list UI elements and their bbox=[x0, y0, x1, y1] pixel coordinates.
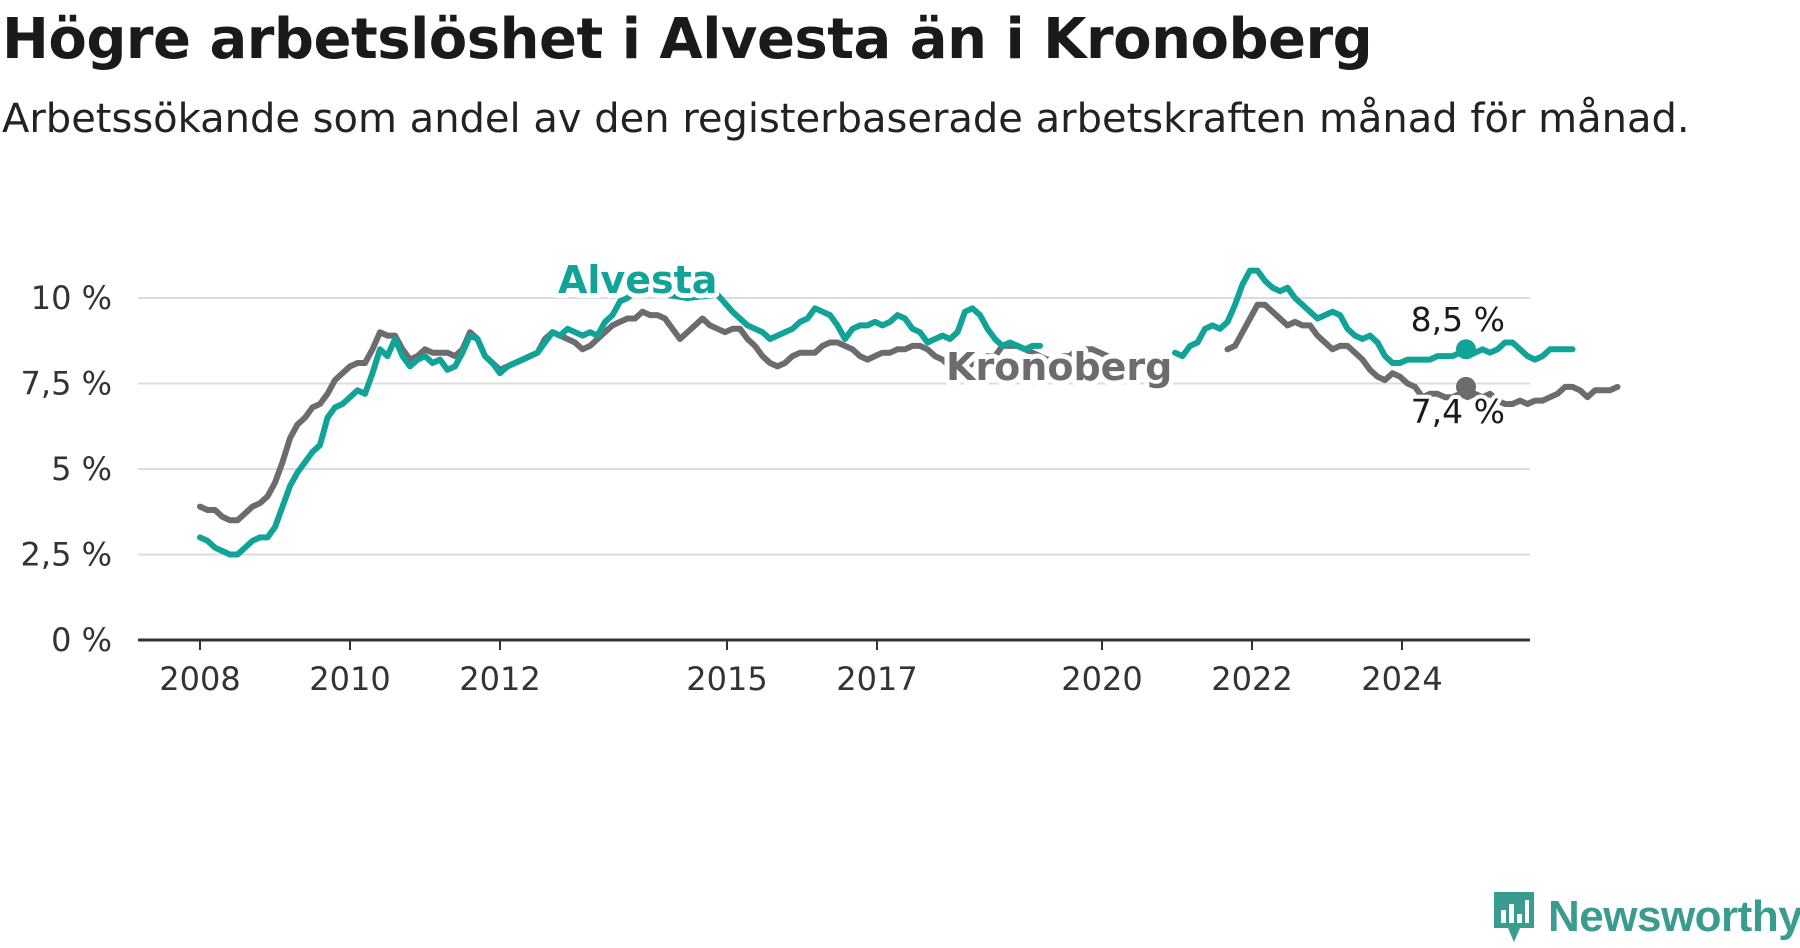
bar-chart-pin-icon bbox=[1494, 892, 1534, 942]
y-tick-label: 2,5 % bbox=[21, 536, 112, 574]
series-line-kronoberg bbox=[197, 308, 1118, 524]
series-label-kronoberg: Kronoberg bbox=[946, 345, 1172, 389]
end-label-alvesta: 8,5 % bbox=[1411, 300, 1505, 339]
x-tick-label: 2012 bbox=[459, 660, 540, 698]
series-line-alvesta bbox=[1172, 267, 1576, 366]
end-point-alvesta bbox=[1456, 339, 1476, 360]
x-tick-label: 2017 bbox=[836, 660, 917, 698]
series-line-kronoberg bbox=[1224, 301, 1621, 407]
series-labels: Alvesta Kronoberg 8,5 % 7,4 % bbox=[553, 253, 1509, 435]
series-line-alvesta bbox=[197, 288, 1043, 558]
newsworthy-logo: Newsworthy bbox=[1490, 888, 1800, 946]
end-point-kronoberg bbox=[1456, 376, 1476, 397]
y-tick-label: 5 % bbox=[51, 450, 112, 488]
x-tick-label: 2024 bbox=[1361, 660, 1442, 698]
x-tick-label: 2010 bbox=[309, 660, 390, 698]
y-axis: 0 % 2,5 % 5 % 7,5 % 10 % bbox=[21, 279, 112, 659]
x-tick-label: 2015 bbox=[686, 660, 767, 698]
x-tick-label: 2020 bbox=[1061, 660, 1142, 698]
y-tick-label: 7,5 % bbox=[21, 365, 112, 403]
y-tick-label: 0 % bbox=[51, 621, 112, 659]
series-lines bbox=[197, 267, 1621, 558]
series-label-alvesta: Alvesta bbox=[558, 258, 717, 302]
chart-title: Högre arbetslöshet i Alvesta än i Kronob… bbox=[2, 7, 1373, 72]
x-tick-label: 2008 bbox=[159, 660, 240, 698]
brand-name: Newsworthy bbox=[1548, 892, 1800, 941]
y-tick-label: 10 % bbox=[31, 279, 112, 317]
chart-subtitle: Arbetssökande som andel av den registerb… bbox=[2, 96, 1690, 142]
x-axis: 2008 2010 2012 2015 2017 2020 2022 2024 bbox=[138, 638, 1530, 698]
x-tick-label: 2022 bbox=[1211, 660, 1292, 698]
end-label-kronoberg: 7,4 % bbox=[1411, 392, 1505, 431]
